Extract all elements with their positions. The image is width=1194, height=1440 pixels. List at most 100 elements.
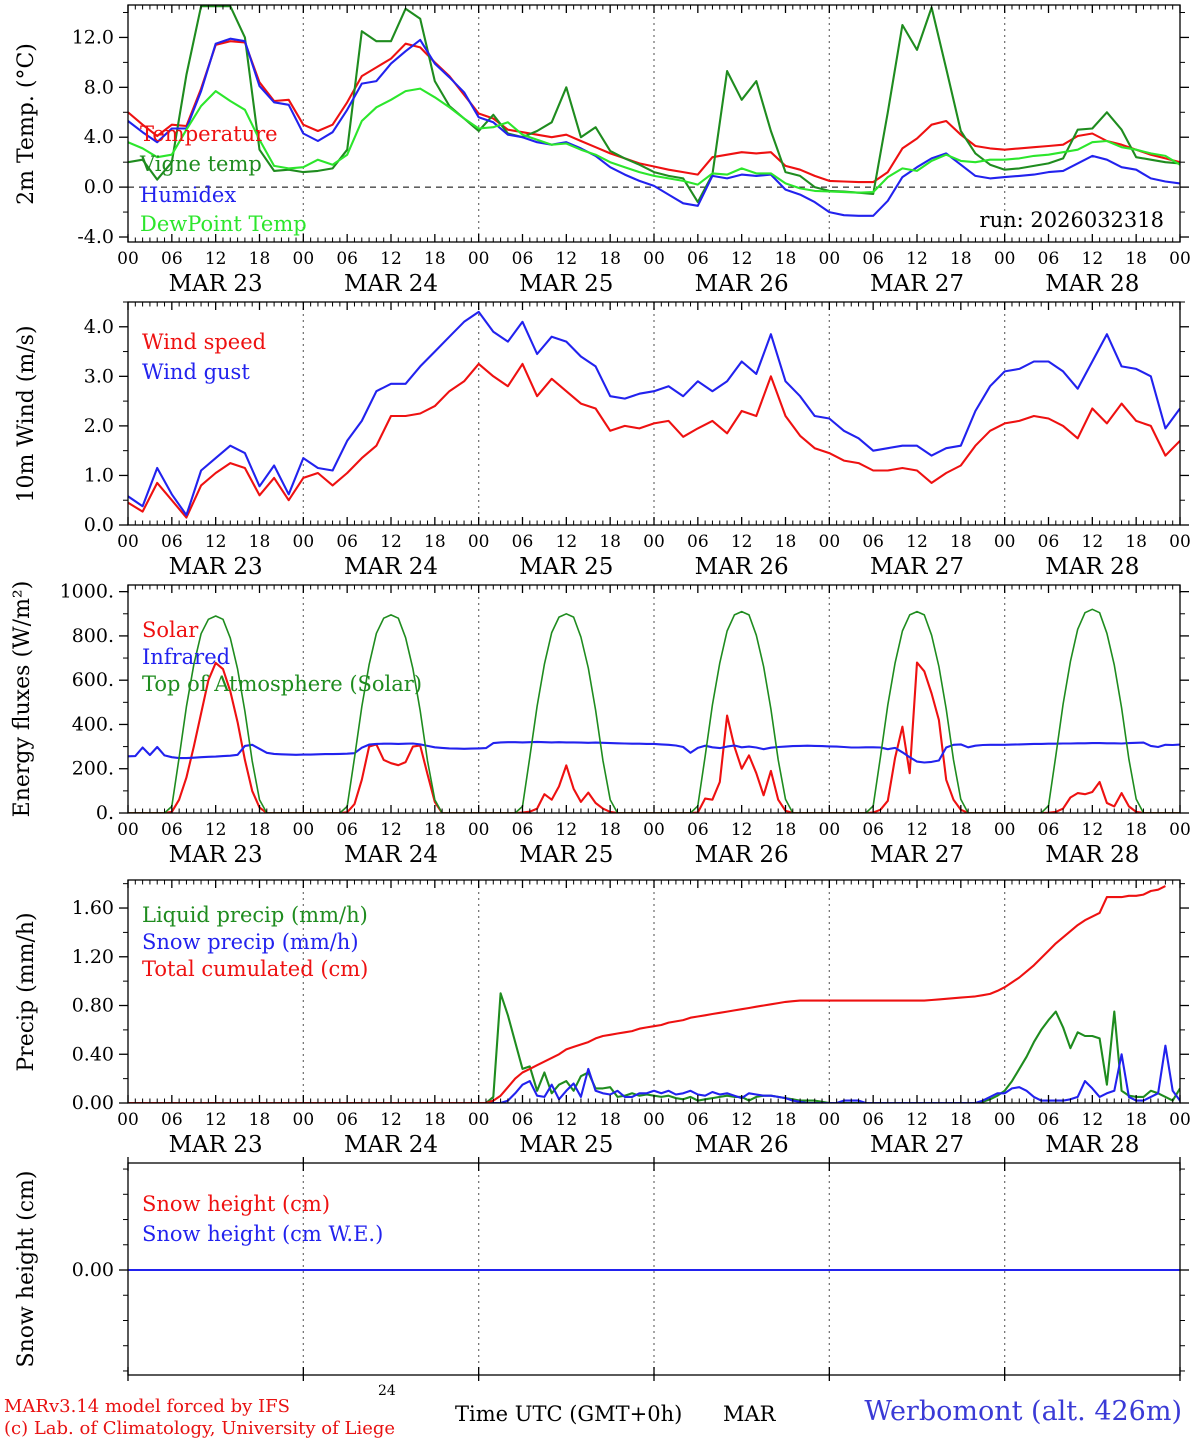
svg-text:00: 00 [117, 820, 139, 840]
svg-text:-4.0: -4.0 [77, 226, 114, 248]
svg-text:06: 06 [161, 532, 183, 552]
svg-text:MAR 25: MAR 25 [519, 271, 613, 297]
run-label: run: 2026032318 [979, 208, 1164, 232]
svg-text:18: 18 [950, 820, 972, 840]
svg-text:18: 18 [249, 249, 271, 269]
svg-text:MAR 27: MAR 27 [870, 842, 964, 868]
svg-text:06: 06 [336, 532, 358, 552]
footer-model-line2: (c) Lab. of Climatology, University of L… [4, 1418, 396, 1439]
svg-text:MAR 24: MAR 24 [344, 271, 438, 297]
legend-temperature: Temperature [140, 122, 278, 146]
svg-text:00: 00 [1169, 1110, 1191, 1130]
svg-text:00: 00 [1169, 532, 1191, 552]
svg-text:12: 12 [556, 1110, 578, 1130]
svg-text:12: 12 [1082, 249, 1104, 269]
svg-text:12: 12 [906, 1110, 928, 1130]
svg-text:18: 18 [599, 820, 621, 840]
svg-text:12: 12 [205, 820, 227, 840]
svg-text:00: 00 [819, 532, 841, 552]
svg-text:18: 18 [1125, 1110, 1147, 1130]
svg-text:18: 18 [775, 249, 797, 269]
legend-total-cumulated: Total cumulated (cm) [142, 957, 369, 981]
svg-text:06: 06 [687, 249, 709, 269]
svg-text:06: 06 [687, 820, 709, 840]
svg-text:00: 00 [117, 532, 139, 552]
svg-text:3.0: 3.0 [84, 365, 114, 387]
legend-humidex: Humidex [140, 183, 237, 207]
svg-text:06: 06 [512, 1110, 534, 1130]
svg-text:12: 12 [1082, 820, 1104, 840]
svg-text:12: 12 [906, 820, 928, 840]
svg-text:12: 12 [380, 820, 402, 840]
svg-text:00: 00 [994, 1110, 1016, 1130]
svg-text:0.80: 0.80 [72, 995, 114, 1017]
svg-text:06: 06 [1038, 820, 1060, 840]
svg-text:12: 12 [380, 249, 402, 269]
svg-text:18: 18 [424, 249, 446, 269]
svg-text:MAR 27: MAR 27 [870, 271, 964, 297]
svg-text:1.20: 1.20 [72, 946, 114, 968]
svg-text:12: 12 [205, 532, 227, 552]
legend-snow-precip: Snow precip (mm/h) [142, 930, 359, 954]
svg-text:MAR 28: MAR 28 [1045, 1132, 1139, 1158]
svg-text:18: 18 [950, 249, 972, 269]
legend-wind-gust: Wind gust [142, 360, 250, 384]
svg-text:MAR 23: MAR 23 [169, 271, 263, 297]
svg-text:06: 06 [336, 1110, 358, 1130]
svg-text:12: 12 [380, 1110, 402, 1130]
svg-text:06: 06 [161, 820, 183, 840]
svg-text:00: 00 [1169, 820, 1191, 840]
footer-model-line1: MARv3.14 model forced by IFS [4, 1396, 290, 1417]
page-number: 24 [378, 1383, 396, 1399]
svg-text:2.0: 2.0 [84, 415, 114, 437]
svg-text:18: 18 [950, 532, 972, 552]
svg-text:4.0: 4.0 [84, 126, 114, 148]
svg-text:18: 18 [424, 532, 446, 552]
svg-text:400.: 400. [72, 713, 114, 735]
svg-text:MAR 23: MAR 23 [169, 1132, 263, 1158]
svg-text:06: 06 [512, 249, 534, 269]
svg-text:06: 06 [1038, 1110, 1060, 1130]
svg-text:00: 00 [643, 820, 665, 840]
legend-infrared: Infrared [142, 645, 231, 669]
svg-text:18: 18 [424, 1110, 446, 1130]
svg-text:06: 06 [1038, 532, 1060, 552]
svg-text:4.0: 4.0 [84, 316, 114, 338]
svg-text:MAR 24: MAR 24 [344, 842, 438, 868]
legend-solar: Solar [142, 618, 199, 642]
svg-text:MAR 28: MAR 28 [1045, 554, 1139, 580]
svg-text:0.0: 0.0 [84, 176, 114, 198]
y-axis-title-temp: 2m Temp. (°C) [14, 43, 39, 205]
svg-text:12: 12 [731, 1110, 753, 1130]
svg-text:1.60: 1.60 [72, 897, 114, 919]
svg-text:18: 18 [599, 1110, 621, 1130]
svg-text:12: 12 [205, 249, 227, 269]
legend-snow-height: Snow height (cm) [142, 1192, 331, 1216]
svg-text:00: 00 [293, 820, 315, 840]
svg-text:06: 06 [687, 1110, 709, 1130]
svg-text:MAR 25: MAR 25 [519, 842, 613, 868]
svg-text:06: 06 [687, 532, 709, 552]
legend-snow-height-we: Snow height (cm W.E.) [142, 1222, 384, 1246]
svg-text:00: 00 [468, 532, 490, 552]
svg-text:00: 00 [293, 249, 315, 269]
svg-text:00: 00 [819, 249, 841, 269]
svg-text:8.0: 8.0 [84, 76, 114, 98]
footer-station-name: Werbomont (alt. 426m) [864, 1396, 1182, 1427]
svg-text:800.: 800. [72, 625, 114, 647]
svg-text:18: 18 [424, 820, 446, 840]
y-axis-title-wind: 10m Wind (m/s) [14, 325, 39, 503]
svg-text:06: 06 [512, 820, 534, 840]
svg-text:18: 18 [775, 820, 797, 840]
svg-text:00: 00 [468, 249, 490, 269]
svg-text:MAR 26: MAR 26 [695, 554, 789, 580]
svg-text:06: 06 [862, 532, 884, 552]
svg-text:MAR 23: MAR 23 [169, 842, 263, 868]
svg-text:12: 12 [906, 532, 928, 552]
svg-text:00: 00 [117, 1110, 139, 1130]
svg-text:12: 12 [731, 249, 753, 269]
svg-text:18: 18 [950, 1110, 972, 1130]
svg-text:12: 12 [1082, 1110, 1104, 1130]
svg-text:00: 00 [117, 249, 139, 269]
